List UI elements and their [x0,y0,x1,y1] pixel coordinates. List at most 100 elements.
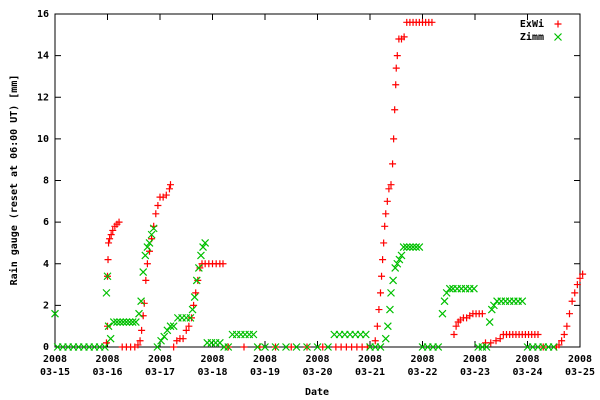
x-tick-label: 2008 03-21 [355,354,385,378]
point [428,18,436,26]
point [140,299,148,307]
point [487,339,495,347]
x-axis-label: Date [305,387,329,398]
point [249,330,258,339]
point [385,185,393,193]
point [106,235,114,243]
x-tick-label-line: 2008 [463,354,487,365]
point [143,243,152,252]
point [405,243,414,252]
point [136,337,144,345]
point [188,305,197,314]
x-tick-label-line: 2008 [305,354,329,365]
point [549,343,558,351]
x-tick-label: 2008 03-17 [145,354,175,378]
point [139,268,148,276]
y-tick-label: 10 [37,134,49,145]
point [109,318,118,326]
point [478,310,486,318]
point [573,281,581,289]
y-axis-label: Rain gauge (reset at 06:00 UT) [mm] [8,75,20,286]
x-tick-label-line: 03-19 [250,367,280,378]
point [445,284,454,293]
x-tick-label: 2008 03-22 [407,354,437,378]
point [134,341,142,349]
y-tick-label: 6 [43,217,49,228]
x-tick-label: 2008 03-24 [512,354,542,378]
point [434,343,443,351]
point [383,322,392,331]
point [381,222,389,230]
point [149,224,158,233]
point [163,326,172,335]
point [392,81,400,89]
point [201,239,210,247]
point [104,322,113,331]
point [240,343,248,351]
point [224,343,233,351]
point [170,343,178,351]
x-tick-label-line: 03-22 [407,367,437,378]
point [122,318,131,326]
point [125,318,134,326]
point [282,343,290,351]
point [566,310,573,318]
x-tick-label-line: 03-17 [145,367,175,378]
point [141,251,150,260]
legend-label: ExWi [520,18,544,30]
point [324,343,332,351]
point [393,259,402,268]
x-tick-label-line: 2008 [253,354,277,365]
point [442,288,451,297]
point [103,272,112,281]
point [105,239,113,247]
point [378,272,386,280]
point [197,251,205,260]
point [188,314,195,322]
point [292,343,301,351]
point [383,197,391,205]
point [440,297,449,306]
point [390,135,398,143]
y-tick-label: 4 [43,259,49,270]
point [560,331,568,339]
point [219,260,227,268]
x-tick-label-line: 2008 [200,354,224,365]
point [576,274,584,282]
point [154,201,162,209]
point [489,301,498,310]
point [104,256,112,264]
x-tick-label: 2008 03-19 [250,354,280,378]
point [482,343,491,351]
point [199,243,207,252]
point [194,263,203,272]
point [579,270,587,278]
point [190,293,199,301]
y-tick-label: 14 [37,51,49,62]
point [415,243,424,252]
x-tick-label-line: 2008 [43,354,67,365]
point [412,243,421,252]
point [377,289,384,297]
point [137,297,146,306]
point [166,322,175,331]
point [106,334,115,343]
x-tick-label-line: 03-25 [565,367,595,378]
point [135,309,143,318]
x-tick-label: 2008 03-25 [565,354,595,378]
point [452,322,460,330]
point [381,334,390,343]
point [100,343,109,351]
point [119,318,128,326]
legend-marker [554,33,562,41]
point [487,305,496,314]
x-tick-label-line: 03-18 [197,367,227,378]
point [389,276,398,285]
point [375,306,383,314]
point [115,218,123,226]
point [51,309,59,318]
point [379,256,387,264]
point [261,343,269,351]
x-tick-label-line: 2008 [515,354,539,365]
point [391,263,400,272]
